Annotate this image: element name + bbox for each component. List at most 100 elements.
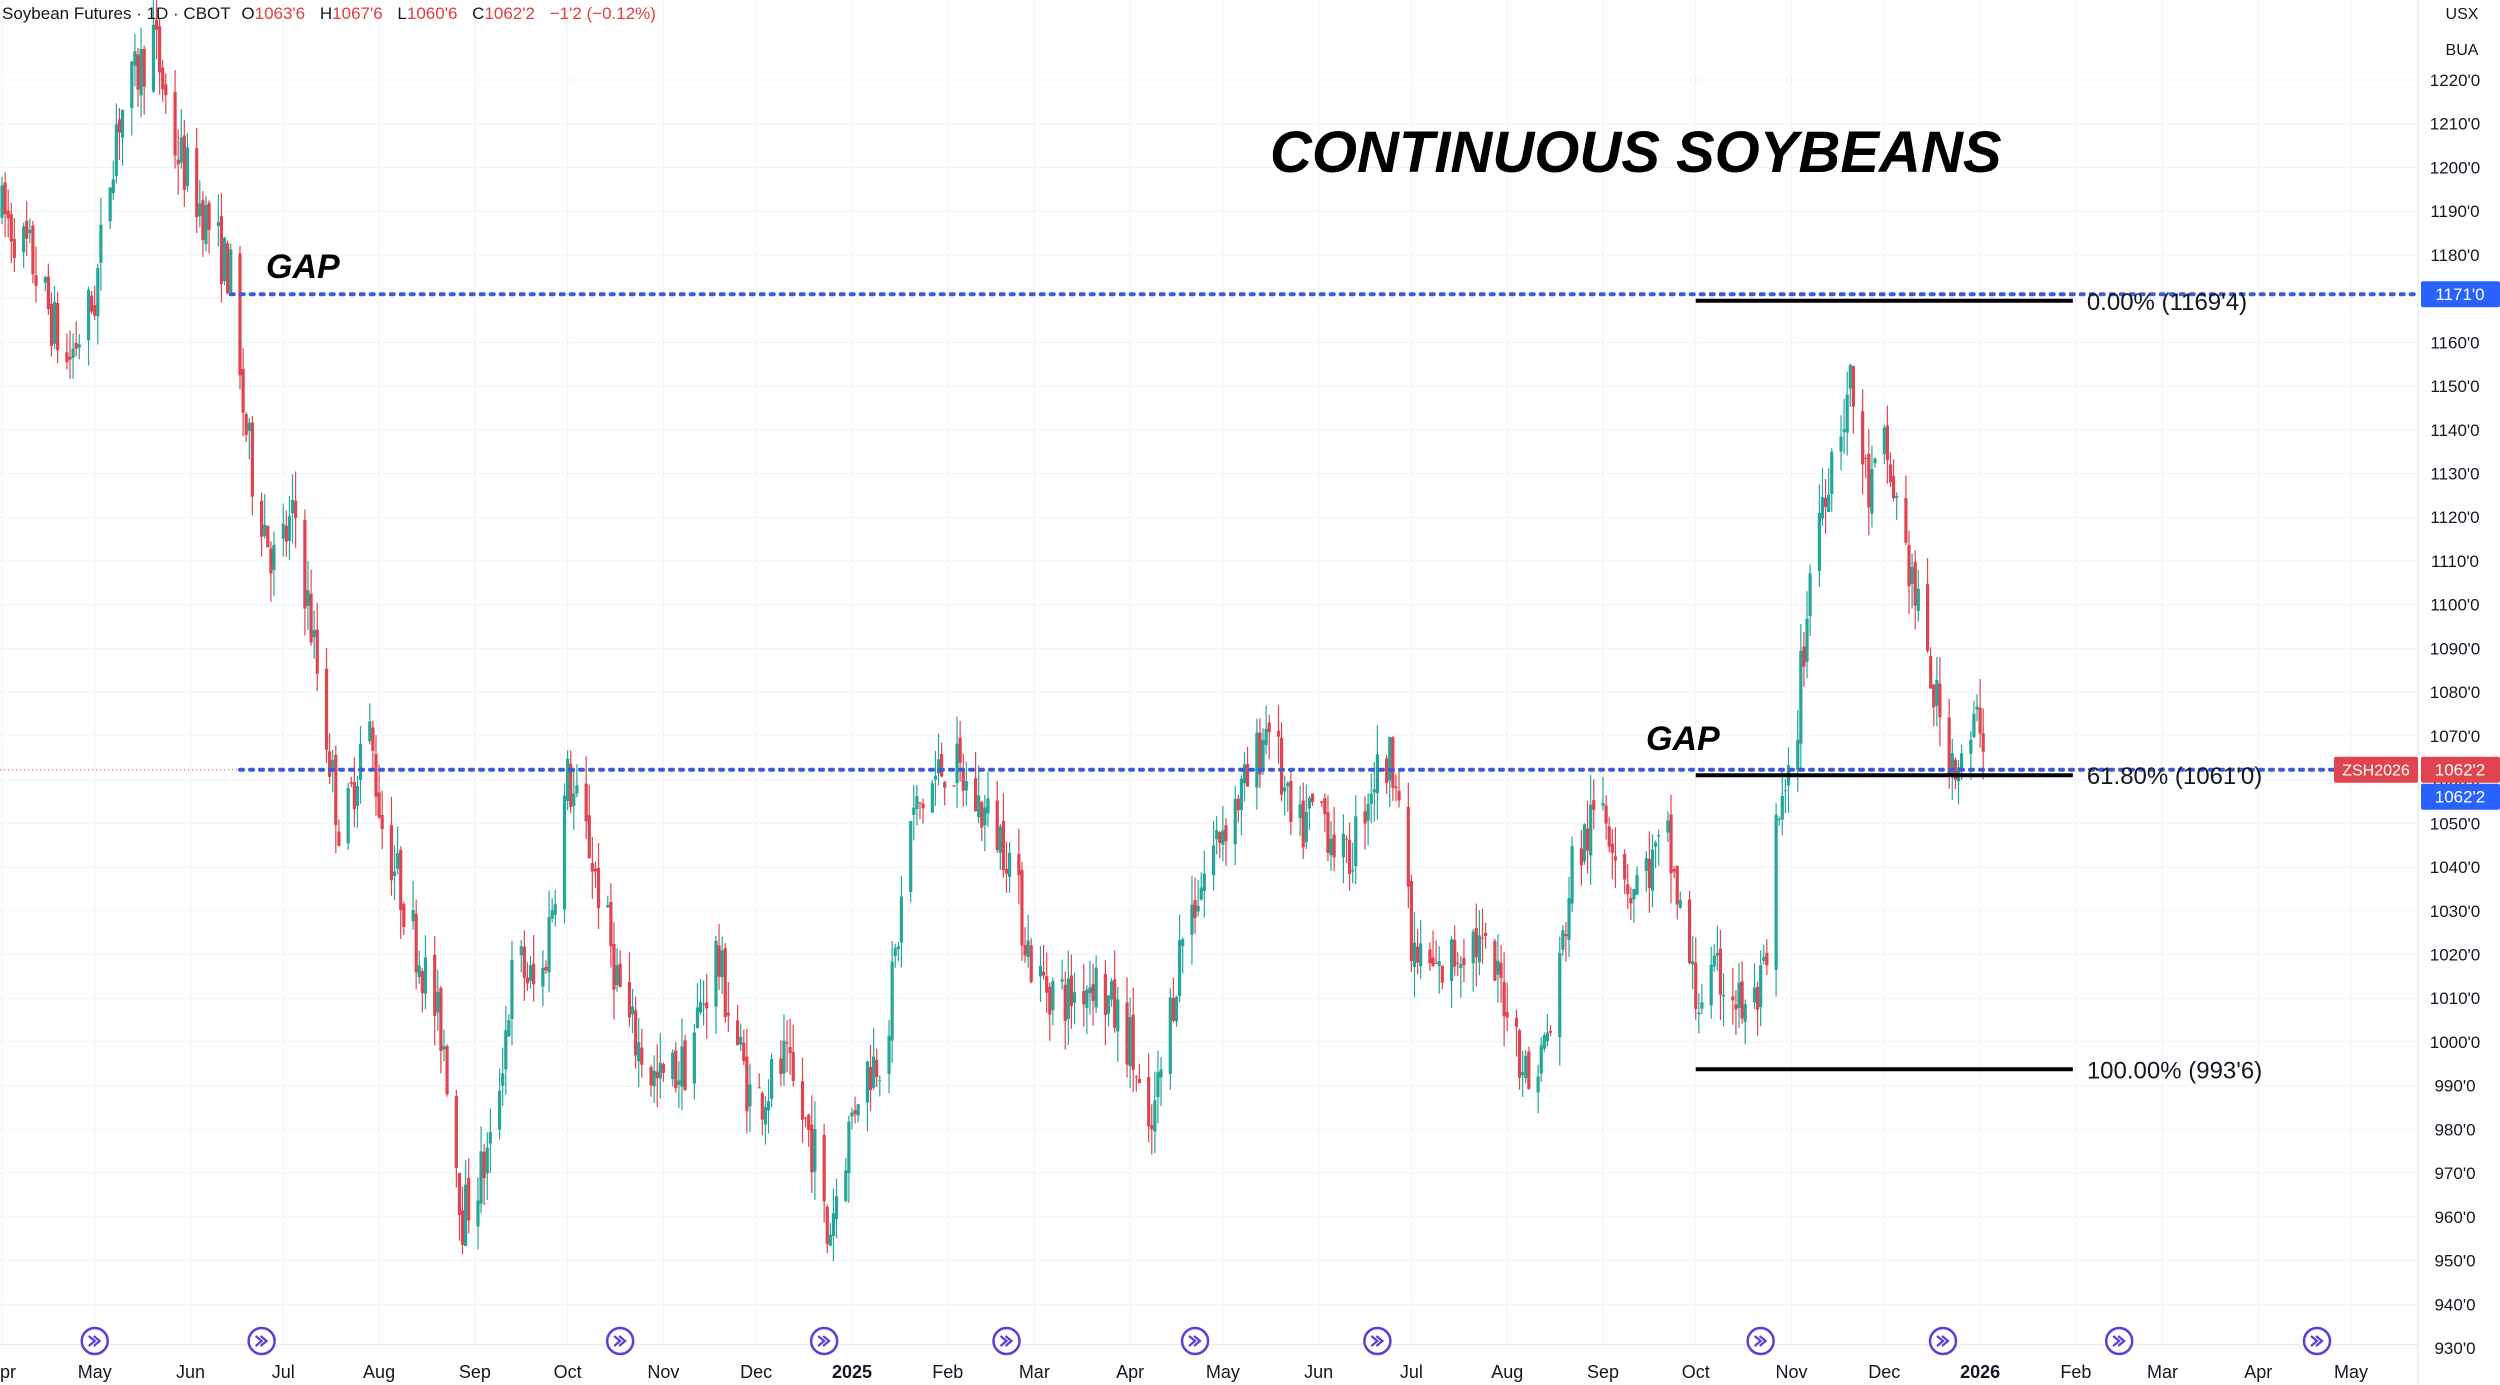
candle-body (739, 1036, 743, 1045)
currency-tag[interactable]: USX (2445, 6, 2479, 23)
y-tick-label: 990'0 (2434, 1077, 2475, 1096)
candle-body (1845, 394, 1849, 433)
candle-body (1168, 997, 1172, 1074)
y-tick-label: 1090'0 (2430, 639, 2481, 658)
candle-body (1307, 798, 1312, 809)
candle-body (1351, 869, 1355, 872)
candle-body (1635, 874, 1639, 895)
candle-body (1969, 739, 1973, 754)
x-tick-label: Dec (1868, 1362, 1900, 1382)
candle-body (263, 524, 267, 537)
candle-body (1975, 706, 1979, 710)
candle-body (1496, 960, 1500, 975)
candle-body (28, 229, 32, 234)
y-tick-label: 1220'0 (2430, 71, 2481, 90)
chevron-right-icon (1188, 1335, 1202, 1347)
candle-body (1579, 848, 1583, 866)
candle-body (312, 630, 316, 638)
candle-body (507, 1020, 511, 1037)
x-tick-label: May (2334, 1362, 2368, 1382)
candle-body (1947, 717, 1951, 776)
candle-body (698, 1001, 703, 1013)
candle-body (1870, 469, 1874, 514)
y-tick-label: 1130'0 (2430, 465, 2479, 484)
symbol-badge[interactable] (2334, 756, 2418, 783)
candle-body (1762, 957, 1766, 961)
candle-body (1261, 739, 1265, 769)
candle-body (1372, 789, 1376, 793)
candle-body (847, 1121, 851, 1174)
candle-body (875, 1059, 879, 1077)
candle-body (1882, 427, 1886, 455)
candle-body (1258, 732, 1262, 775)
candle-body (368, 721, 372, 742)
candle-body (1453, 939, 1457, 967)
gap-price-badge (2421, 281, 2500, 308)
x-tick-label: Jun (1304, 1362, 1333, 1382)
candle-body (457, 1172, 462, 1216)
chart-title: CONTINUOUS SOYBEANS (1270, 120, 2002, 185)
candle-body (1907, 544, 1911, 587)
candle-body (522, 946, 526, 978)
candle-body (1153, 1100, 1157, 1132)
y-tick-label: 1050'0 (2430, 814, 2481, 833)
symbol-name[interactable]: Soybean Futures · 1D · CBOT (2, 4, 231, 23)
candle-body (575, 785, 579, 794)
candle-body (1774, 814, 1778, 970)
candle-body (402, 904, 406, 927)
candle-body (680, 1046, 684, 1087)
candle-body (872, 1056, 876, 1088)
last-price-badge (2421, 756, 2500, 783)
candle-body (630, 1006, 635, 1015)
candle-body (853, 1110, 857, 1115)
candle-body (658, 1062, 662, 1079)
candle-body (1326, 812, 1330, 853)
candle-body (46, 276, 50, 310)
y-tick-label: 1160'0 (2430, 333, 2479, 352)
unit-tag[interactable]: BUA (2445, 42, 2479, 59)
candle-body (414, 913, 418, 973)
candle-body (1731, 996, 1735, 1001)
candle-body (1734, 1004, 1738, 1010)
candle-body (1310, 793, 1315, 803)
candle-body (504, 1030, 508, 1070)
candle-body (1190, 904, 1194, 935)
candle-body (1737, 982, 1741, 1008)
candle-body (596, 867, 601, 909)
candle-body (1567, 898, 1571, 940)
candle-body (1264, 728, 1268, 746)
candle-body (358, 743, 363, 780)
candle-body (1842, 429, 1846, 432)
candle-body (1827, 494, 1831, 513)
candle-body (250, 422, 254, 497)
candle-body (1644, 858, 1648, 871)
y-tick-label: 1140'0 (2430, 421, 2479, 440)
candle-body (1224, 825, 1228, 842)
candle-body (1678, 899, 1682, 908)
candle-body (1548, 1030, 1553, 1033)
candle-body (182, 135, 186, 190)
candle-body (770, 1059, 774, 1099)
candle-body (562, 795, 567, 910)
candle-body (482, 1151, 486, 1179)
candle-body (346, 788, 350, 844)
candle-body (825, 1206, 829, 1245)
candle-body (90, 295, 94, 312)
candle-body (674, 1050, 678, 1089)
candle-body (1669, 814, 1673, 874)
candle-body (1802, 646, 1806, 667)
candle-body (865, 1061, 870, 1103)
candle-body (1632, 889, 1636, 900)
candle-body (590, 863, 594, 872)
candle-body (1088, 987, 1092, 994)
candle-body (1236, 798, 1240, 811)
candle-body (890, 961, 894, 1041)
candle-body (587, 815, 591, 858)
candle-body (1675, 865, 1679, 905)
candle-body (1289, 780, 1293, 823)
candle-body (1320, 801, 1324, 803)
candle-body (1929, 656, 1933, 689)
candle-body (498, 1090, 502, 1130)
